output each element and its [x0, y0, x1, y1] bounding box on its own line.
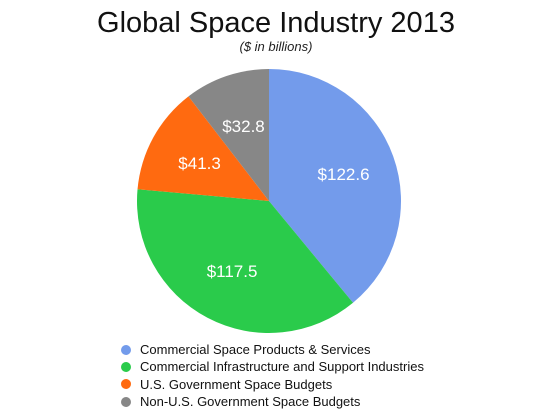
legend-swatch — [121, 344, 131, 355]
slice-value-label: $122.6 — [318, 165, 370, 184]
legend: Commercial Space Products & Services Com… — [121, 341, 424, 410]
pie-slice — [137, 189, 354, 333]
pie-slice — [188, 69, 269, 201]
legend-swatch — [121, 396, 131, 407]
slice-value-label: $117.5 — [207, 262, 258, 281]
legend-item: Commercial Infrastructure and Support In… — [121, 358, 424, 375]
slice-value-label: $41.3 — [178, 154, 221, 173]
legend-item: U.S. Government Space Budgets — [121, 376, 424, 393]
slice-value-label: $32.8 — [222, 117, 265, 136]
legend-swatch — [121, 379, 131, 390]
legend-label: Non-U.S. Government Space Budgets — [140, 394, 361, 410]
legend-label: Commercial Infrastructure and Support In… — [140, 359, 424, 375]
pie-slice — [269, 69, 401, 303]
chart-subtitle: ($ in billions) — [239, 39, 313, 54]
legend-label: Commercial Space Products & Services — [140, 342, 371, 358]
legend-swatch — [121, 361, 131, 372]
legend-item: Commercial Space Products & Services — [121, 341, 424, 358]
legend-label: U.S. Government Space Budgets — [140, 376, 333, 392]
chart-title: Global Space Industry 2013 — [97, 7, 455, 39]
pie-slice — [137, 96, 269, 201]
legend-item: Non-U.S. Government Space Budgets — [121, 393, 424, 410]
